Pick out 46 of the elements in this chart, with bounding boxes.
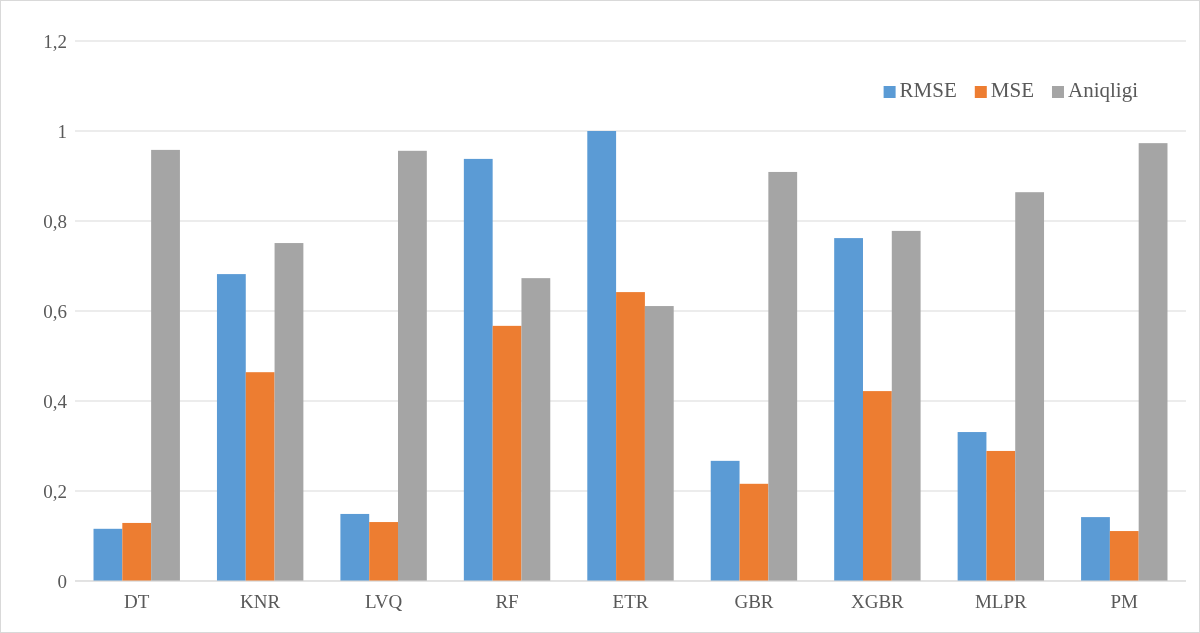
x-tick-label: XGBR: [850, 590, 905, 612]
legend-label: Aniqligi: [1067, 78, 1139, 102]
x-tick-label: GBR: [734, 590, 774, 612]
y-tick-label: 0,8: [43, 210, 67, 232]
y-tick-label: 0,6: [43, 300, 67, 322]
bar: [644, 306, 674, 581]
bar: [1138, 143, 1168, 581]
bar: [151, 149, 180, 581]
bar: [245, 372, 275, 581]
bar: [463, 158, 493, 581]
bar: [216, 274, 246, 581]
x-tick-label: LVQ: [364, 590, 403, 612]
x-tick-label: MLPR: [974, 590, 1028, 612]
bar: [521, 278, 551, 581]
bar: [862, 391, 892, 581]
bar: [834, 238, 863, 581]
bar: [616, 292, 645, 581]
legend-label: RMSE: [899, 78, 957, 102]
x-tick-label: PM: [1110, 590, 1139, 612]
bar: [398, 150, 427, 581]
bar: [986, 450, 1016, 581]
bar: [93, 528, 123, 581]
bar: [1015, 192, 1045, 581]
x-tick-label: ETR: [612, 590, 649, 612]
bar: [768, 171, 798, 581]
bar: [710, 460, 740, 581]
bar: [957, 432, 987, 581]
bar: [274, 243, 304, 581]
bar: [369, 522, 399, 581]
legend-label: MSE: [990, 78, 1034, 102]
y-tick-label: 0,2: [43, 480, 67, 502]
bar: [739, 483, 769, 581]
y-tick-label: 0: [57, 570, 67, 592]
bar: [340, 513, 370, 581]
y-tick-label: 0,4: [43, 390, 68, 412]
x-tick-label: KNR: [240, 590, 281, 612]
bar: [122, 522, 152, 581]
bar: [891, 230, 921, 581]
bar: [587, 131, 617, 581]
x-tick-label: RF: [495, 590, 519, 612]
y-tick-label: 1: [57, 120, 67, 142]
bar: [1081, 517, 1110, 581]
bar: [492, 325, 522, 581]
y-tick-label: 1,2: [43, 30, 67, 52]
bar: [1109, 531, 1139, 581]
x-tick-label: DT: [124, 590, 150, 612]
